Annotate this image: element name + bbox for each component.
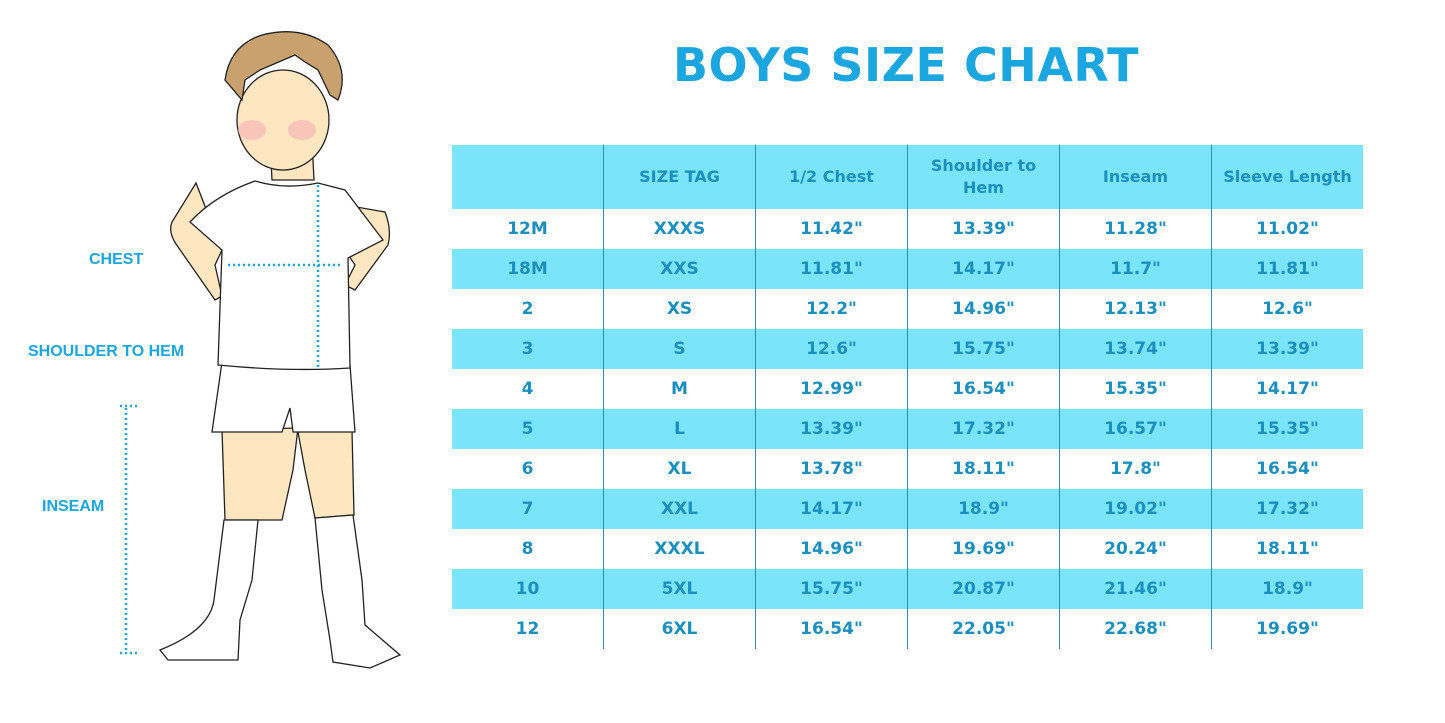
table-cell: 6 <box>521 459 534 479</box>
table-cell: 18.9" <box>907 489 1060 529</box>
table-cell: 18.9" <box>1211 569 1363 609</box>
size-chart-table: SIZE TAG 1/2 Chest Shoulder to Hem Inseam Sl… <box>452 145 1363 649</box>
table-cell: 22.05" <box>907 609 1060 649</box>
table-row: 12 6XL 16.54" 22.05" 22.68" 19.69" <box>452 609 1363 649</box>
table-cell: 20.87" <box>907 569 1060 609</box>
table-cell: 14.96" <box>907 289 1060 329</box>
table-cell: 12.6" <box>755 329 908 369</box>
table-row: 8 XXXL 14.96" 19.69" 20.24" 18.11" <box>452 529 1363 569</box>
table-cell: XS <box>603 289 756 329</box>
table-cell: 15.35" <box>1059 369 1212 409</box>
table-cell: 5XL <box>603 569 756 609</box>
table-cell: 18M <box>452 249 604 289</box>
table-cell: 12.2" <box>755 289 908 329</box>
table-cell: 19.69" <box>1211 609 1363 649</box>
table-row: 4 M 12.99" 16.54" 15.35" 14.17" <box>452 369 1363 409</box>
table-cell: 18.11" <box>907 449 1060 489</box>
table-cell: 12.99" <box>755 369 908 409</box>
table-cell: 16.54" <box>1211 449 1363 489</box>
page-title: BOYS SIZE CHART <box>672 38 1140 92</box>
table-cell: 17.32" <box>1211 489 1363 529</box>
table-cell: 5 <box>452 409 604 449</box>
table-cell: 11.81" <box>1211 249 1363 289</box>
table-cell: 20.24" <box>1059 529 1212 569</box>
column-header: Shoulder to Hem <box>907 145 1060 209</box>
column-header: 1/2 Chest <box>755 145 908 209</box>
table-row: 3 S 12.6" 15.75" 13.74" 13.39" <box>452 329 1363 369</box>
table-cell: 16.54" <box>907 369 1060 409</box>
table-cell: 15.35" <box>1211 409 1363 449</box>
inseam-label: INSEAM <box>42 498 105 515</box>
table-cell: 12.13" <box>1059 289 1212 329</box>
table-cell: 16.57" <box>1059 409 1212 449</box>
table-cell: 19.02" <box>1059 489 1212 529</box>
table-cell: 14.96" <box>755 529 908 569</box>
table-cell: XL <box>603 449 756 489</box>
chest-label: CHEST <box>89 251 144 268</box>
table-cell: 10 <box>452 569 604 609</box>
table-cell: 13.39" <box>907 209 1060 249</box>
column-header: SIZE TAG <box>603 145 756 209</box>
column-header <box>452 145 604 209</box>
table-cell: 19.69" <box>907 529 1060 569</box>
table-cell: 16.54" <box>755 609 908 649</box>
table-cell: 21.46" <box>1059 569 1212 609</box>
table-cell: 22.68" <box>1059 609 1212 649</box>
table-cell: 14.17" <box>755 489 908 529</box>
table-cell: 15.75" <box>907 329 1060 369</box>
table-cell: 13.39" <box>1211 329 1363 369</box>
table-row: 2 XS 12.2" 14.96" 12.13" 12.6" <box>452 289 1363 329</box>
table-cell: 11.81" <box>755 249 908 289</box>
table-cell: XXXS <box>603 209 756 249</box>
table-cell: 18.11" <box>1211 529 1363 569</box>
table-cell: 13.78" <box>755 449 908 489</box>
table-cell: 3 <box>452 329 604 369</box>
table-cell: 4 <box>521 379 534 399</box>
table-cell: XXXL <box>603 529 756 569</box>
table-cell: XXS <box>603 249 756 289</box>
table-cell: 2 <box>521 299 534 319</box>
table-cell: L <box>603 409 756 449</box>
table-cell: 13.74" <box>1059 329 1212 369</box>
table-cell: 15.75" <box>755 569 908 609</box>
column-header: Inseam <box>1059 145 1212 209</box>
table-cell: S <box>603 329 756 369</box>
table-row: 12M XXXS 11.42" 13.39" 11.28" 11.02" <box>452 209 1363 249</box>
table-cell: 12.6" <box>1211 289 1363 329</box>
table-cell: 14.17" <box>1211 369 1363 409</box>
table-row: 7 XXL 14.17" 18.9" 19.02" 17.32" <box>452 489 1363 529</box>
table-cell: 11.28" <box>1059 209 1212 249</box>
table-row: 10 5XL 15.75" 20.87" 21.46" 18.9" <box>452 569 1363 609</box>
table-cell: 13.39" <box>755 409 908 449</box>
table-header-row: SIZE TAG 1/2 Chest Shoulder to Hem Inseam Sl… <box>452 145 1363 209</box>
table-cell: 17.8" <box>1059 449 1212 489</box>
table-cell: 11.02" <box>1211 209 1363 249</box>
column-header: Sleeve Length <box>1211 145 1363 209</box>
boy-figure-illustration <box>120 31 402 669</box>
table-cell: 7 <box>452 489 604 529</box>
table-cell: 11.7" <box>1059 249 1212 289</box>
table-cell: XXL <box>603 489 756 529</box>
table-row: 6 XL 13.78" 18.11" 17.8" 16.54" <box>452 449 1363 489</box>
table-cell: 12M <box>507 219 548 239</box>
table-cell: 8 <box>521 539 534 559</box>
table-cell: 17.32" <box>907 409 1060 449</box>
table-cell: 11.42" <box>755 209 908 249</box>
table-cell: 12 <box>515 619 540 639</box>
table-row: 18M XXS 11.81" 14.17" 11.7" 11.81" <box>452 249 1363 289</box>
table-row: 5 L 13.39" 17.32" 16.57" 15.35" <box>452 409 1363 449</box>
table-cell: 6XL <box>603 609 756 649</box>
table-cell: 14.17" <box>907 249 1060 289</box>
table-cell: M <box>603 369 756 409</box>
shoulder-to-hem-label: SHOULDER TO HEM <box>28 343 185 360</box>
